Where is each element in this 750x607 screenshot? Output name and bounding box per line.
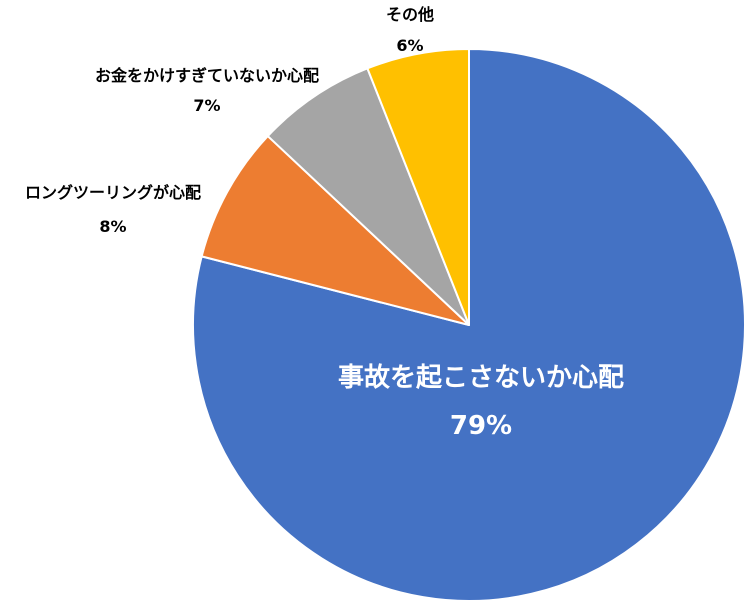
- pie-slices: [191, 48, 746, 602]
- pie-labels: 事故を起こさないか心配 79% ロングツーリングが心配 8% お金をかけすぎていないか心…: [25, 5, 624, 441]
- slice-percent-label: 7%: [193, 96, 220, 115]
- pie-slice: [266, 67, 470, 326]
- slice-category-label: お金をかけすぎていないか心配: [95, 66, 319, 85]
- pie-slice: [200, 135, 470, 326]
- slice-category-label: 事故を起こさないか心配: [338, 363, 624, 393]
- pie-slice: [191, 48, 746, 602]
- slice-category-label: ロングツーリングが心配: [25, 183, 201, 202]
- slice-percent-label: 8%: [99, 217, 126, 236]
- slice-percent-label: 79%: [450, 411, 512, 441]
- slice-percent-label: 6%: [396, 36, 423, 55]
- slice-category-label: その他: [386, 5, 434, 24]
- pie-slice: [366, 48, 470, 326]
